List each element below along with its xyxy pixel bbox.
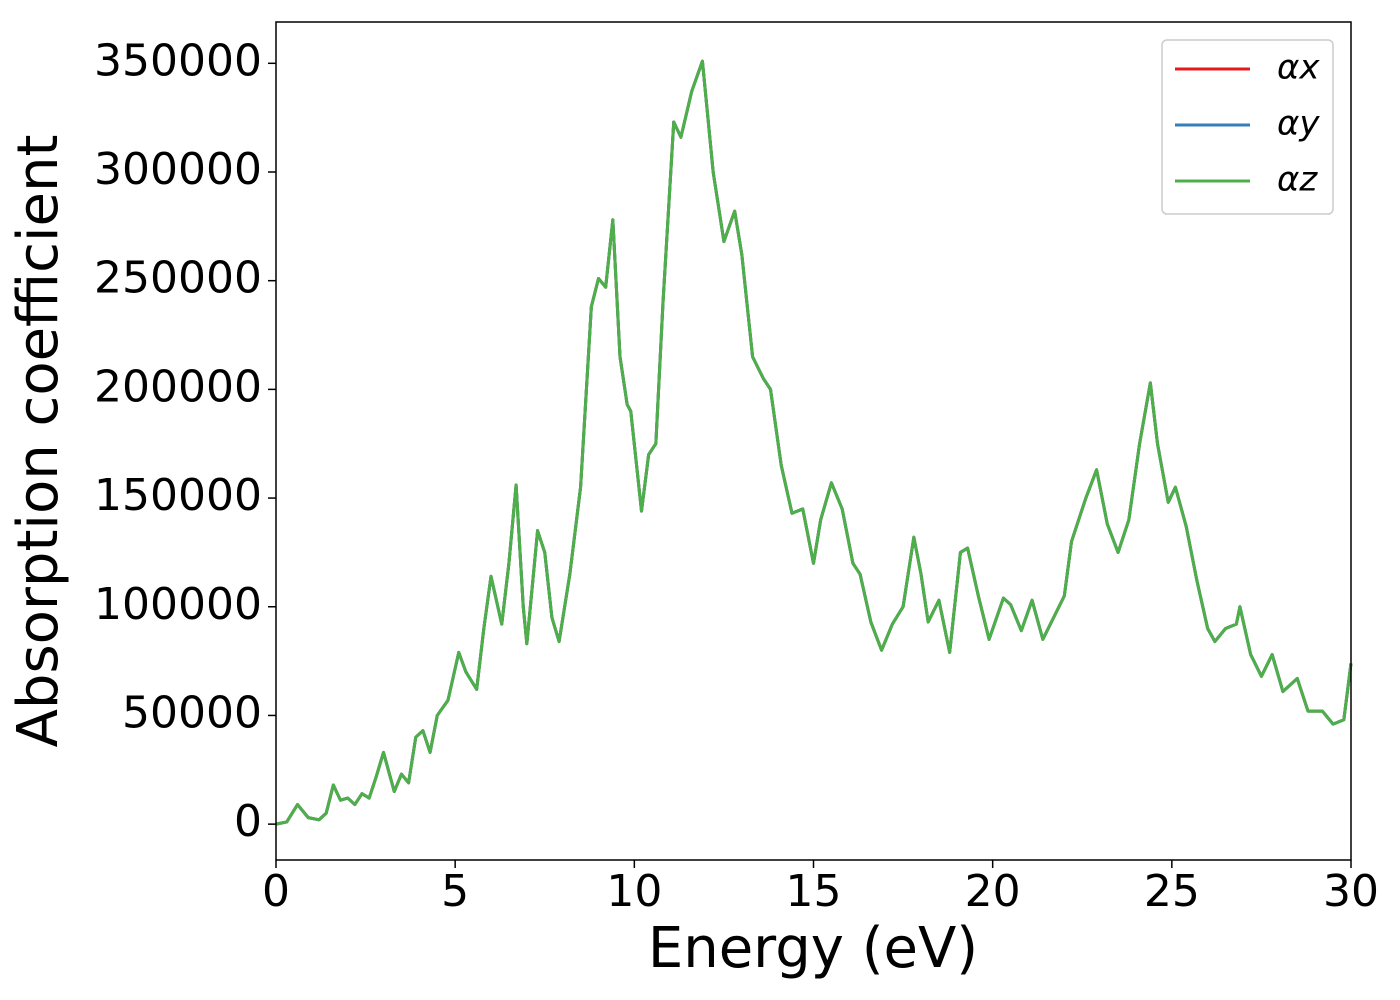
x-axis-label: Energy (eV) <box>648 916 978 981</box>
legend-label: αz <box>1277 160 1318 200</box>
x-tick-label: 20 <box>965 866 1021 917</box>
y-tick-label: 350000 <box>94 35 262 86</box>
legend: αx αy αz <box>1161 39 1334 215</box>
y-tick-label: 150000 <box>94 470 262 521</box>
series-line <box>275 59 1353 826</box>
plot-frame <box>275 21 1352 861</box>
x-tick-label: 10 <box>606 866 662 917</box>
legend-box <box>1161 39 1334 215</box>
y-tick-label: 300000 <box>94 144 262 195</box>
y-tick-label: 0 <box>234 796 262 847</box>
y-axis-label: Absorption coefficient <box>6 135 71 748</box>
x-tick-label: 15 <box>786 866 842 917</box>
y-tick-label: 250000 <box>94 253 262 304</box>
x-tick-label: 25 <box>1144 866 1200 917</box>
y-tick-label: 100000 <box>94 579 262 630</box>
x-tick-label: 0 <box>262 866 290 917</box>
x-tick-label: 5 <box>441 866 469 917</box>
y-tick-label: 200000 <box>94 361 262 412</box>
x-tick-label: 30 <box>1323 866 1379 917</box>
legend-label: αy <box>1277 104 1320 144</box>
y-tick-label: 50000 <box>122 687 262 738</box>
legend-label: αx <box>1277 48 1320 88</box>
